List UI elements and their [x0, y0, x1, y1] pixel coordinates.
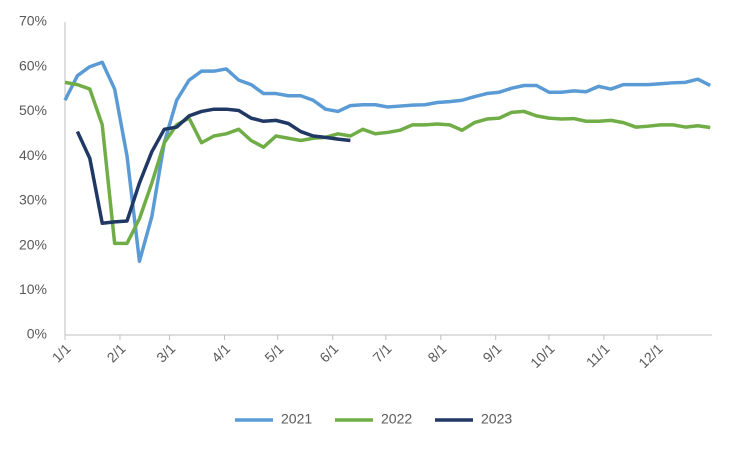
series-line	[64, 80, 711, 246]
y-tick-label: 0%	[27, 326, 47, 342]
x-tick-label: 5/1	[261, 340, 286, 365]
x-tick-label: 7/1	[370, 340, 395, 365]
x-tick-label: 12/1	[635, 340, 666, 371]
x-tick-label: 10/1	[527, 340, 558, 371]
legend-label: 2022	[381, 411, 412, 427]
y-tick-label: 70%	[19, 13, 47, 29]
x-tick-label: 8/1	[424, 340, 449, 365]
y-tick-label: 60%	[19, 57, 47, 73]
y-tick-label: 30%	[19, 192, 47, 208]
x-tick-label: 2/1	[104, 340, 129, 365]
x-tick-label: 1/1	[49, 340, 74, 365]
x-tick-label: 4/1	[208, 340, 233, 365]
y-tick-label: 10%	[19, 281, 47, 297]
y-tick-label: 50%	[19, 102, 47, 118]
x-tick-label: 9/1	[479, 340, 504, 365]
series-line	[63, 60, 712, 263]
legend-label: 2023	[481, 411, 512, 427]
x-tick-label: 3/1	[153, 340, 178, 365]
y-tick-label: 40%	[19, 147, 47, 163]
x-tick-label: 6/1	[316, 340, 341, 365]
y-tick-label: 20%	[19, 236, 47, 252]
series-line	[75, 107, 351, 225]
x-tick-label: 11/1	[583, 340, 613, 370]
legend-label: 2021	[281, 411, 312, 427]
